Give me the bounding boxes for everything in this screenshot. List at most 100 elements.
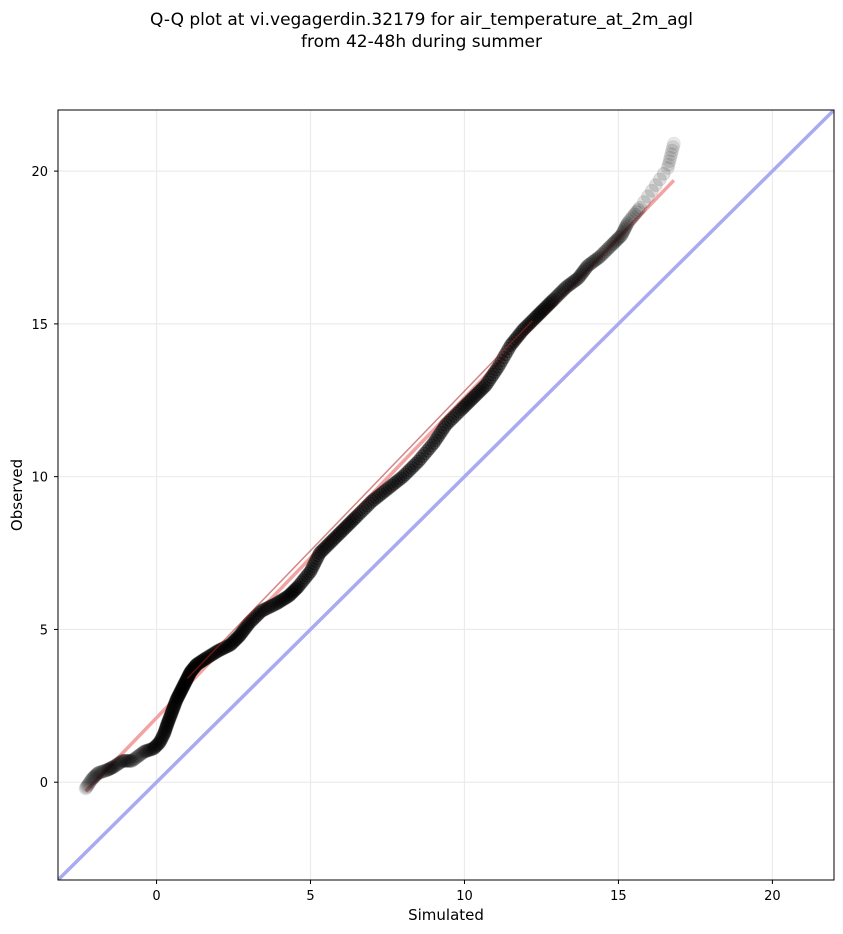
quantile-point [269, 596, 284, 611]
quantile-point [422, 441, 437, 456]
quantile-point [240, 618, 255, 633]
quantile-point [613, 229, 628, 244]
quantile-point [461, 395, 476, 410]
quantile-point [172, 687, 187, 702]
quantile-point [172, 686, 187, 701]
quantile-point [550, 288, 565, 303]
x-tick-label: 10 [456, 889, 473, 904]
quantile-point [530, 308, 545, 323]
quantile-point [111, 756, 126, 771]
y-axis-label: Observed [8, 459, 26, 531]
quantile-point [493, 356, 508, 371]
quantile-point [459, 397, 474, 412]
quantile-point [664, 147, 679, 162]
fit-line [84, 179, 676, 793]
quantile-point [113, 755, 128, 770]
quantile-point [578, 262, 593, 277]
quantile-point [426, 436, 441, 451]
quantile-point [182, 666, 197, 681]
quantile-point [665, 143, 680, 158]
quantile-point [294, 575, 309, 590]
fit-line-overlay [186, 320, 533, 679]
quantile-point [541, 297, 556, 312]
quantile-point [567, 273, 582, 288]
quantile-point [153, 732, 168, 747]
quantile-point [131, 748, 146, 763]
quantile-point [384, 478, 399, 493]
quantile-point [158, 721, 173, 736]
points [78, 136, 681, 796]
quantile-point [402, 463, 417, 478]
quantile-point [546, 292, 561, 307]
quantile-point [178, 674, 193, 689]
quantile-point [319, 539, 334, 554]
quantile-point [243, 614, 258, 629]
quantile-point [557, 281, 572, 296]
quantile-point [139, 743, 154, 758]
quantile-point [471, 384, 486, 399]
x-tick-label: 5 [306, 889, 314, 904]
quantile-point [130, 749, 145, 764]
quantile-point [609, 233, 624, 248]
quantile-point [174, 682, 189, 697]
quantile-point [552, 287, 567, 302]
quantile-point [82, 776, 97, 791]
quantile-point [231, 629, 246, 644]
quantile-point [304, 561, 319, 576]
quantile-point [223, 637, 238, 652]
quantile-point [569, 272, 584, 287]
quantile-point [165, 703, 180, 718]
quantile-point [308, 553, 323, 568]
chart-title-line-2: from 42-48h during summer [301, 32, 542, 52]
quantile-point [190, 656, 205, 671]
quantile-point [560, 278, 575, 293]
quantile-point [349, 509, 364, 524]
quantile-point [178, 675, 193, 690]
quantile-point [124, 753, 139, 768]
quantile-point [424, 438, 439, 453]
quantile-point [629, 205, 644, 220]
quantile-point [301, 566, 316, 581]
quantile-point [452, 404, 467, 419]
quantile-point [141, 743, 156, 758]
quantile-point [138, 744, 153, 759]
quantile-point [171, 688, 186, 703]
quantile-point [400, 465, 415, 480]
quantile-point [457, 398, 472, 413]
quantile-point [299, 568, 314, 583]
quantile-point [620, 216, 635, 231]
quantile-point [226, 635, 241, 650]
quantile-point [274, 593, 289, 608]
quantile-point [260, 600, 275, 615]
quantile-point [109, 758, 124, 773]
quantile-point [92, 765, 107, 780]
quantile-point [589, 252, 604, 267]
quantile-point [164, 704, 179, 719]
quantile-point [468, 388, 483, 403]
quantile-point [607, 234, 622, 249]
quantile-point [250, 607, 265, 622]
quantile-point [393, 471, 408, 486]
quantile-point [265, 598, 280, 613]
quantile-point [164, 706, 179, 721]
quantile-point [360, 498, 375, 513]
quantile-point [78, 781, 93, 796]
quantile-point [482, 372, 497, 387]
quantile-point [175, 680, 190, 695]
quantile-point [248, 609, 263, 624]
quantile-point [100, 763, 115, 777]
quantile-point [533, 305, 548, 320]
quantile-point [433, 425, 448, 440]
quantile-point [197, 652, 212, 667]
quantile-point [447, 408, 462, 423]
quantile-point [538, 300, 553, 315]
quantile-point [149, 738, 164, 753]
quantile-point [553, 285, 568, 300]
quantile-point [186, 661, 201, 676]
quantile-point [85, 771, 100, 786]
y-tick-label: 15 [31, 318, 48, 333]
quantile-point [163, 708, 178, 723]
quantile-point [631, 202, 646, 217]
quantile-point [606, 236, 621, 251]
quantile-point [640, 189, 655, 204]
